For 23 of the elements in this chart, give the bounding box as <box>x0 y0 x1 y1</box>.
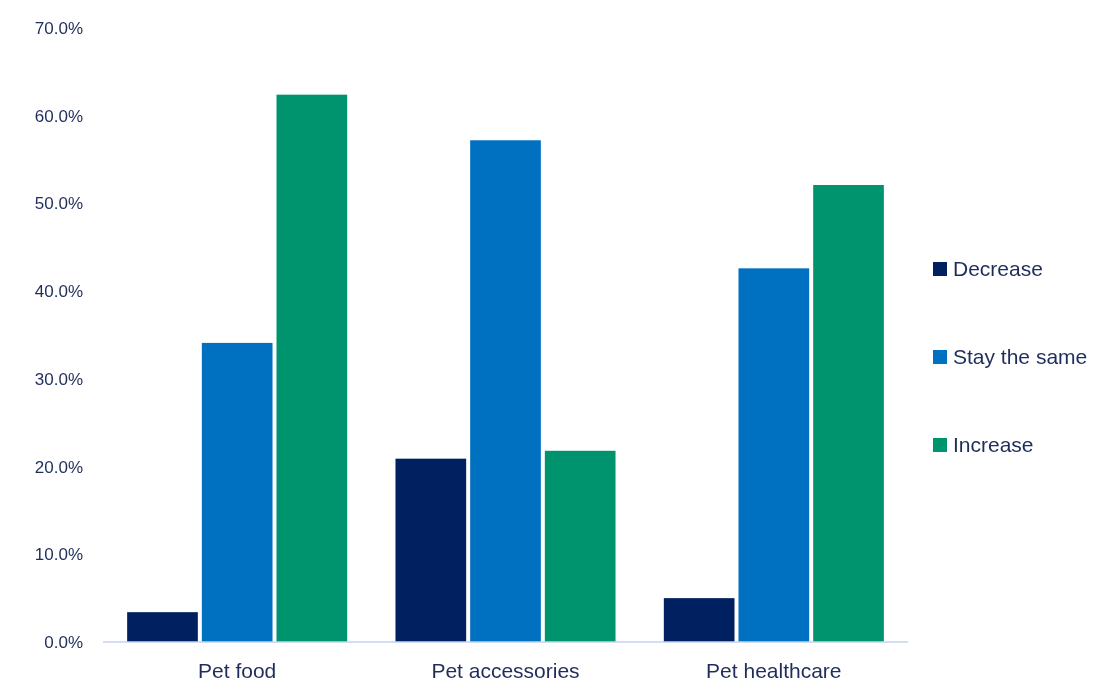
bar <box>201 342 273 642</box>
legend-label: Stay the same <box>953 345 1088 369</box>
x-tick-label: Pet food <box>198 659 277 682</box>
y-tick-label: 0.0% <box>44 632 83 652</box>
bar <box>544 450 616 642</box>
x-tick-label: Pet accessories <box>431 659 580 682</box>
bar <box>276 94 348 642</box>
bar <box>127 612 198 642</box>
bar <box>813 185 884 642</box>
x-tick-label: Pet healthcare <box>706 659 842 682</box>
legend-label: Decrease <box>953 257 1043 281</box>
y-tick-label: 20.0% <box>34 457 83 477</box>
bar <box>663 598 735 642</box>
y-tick-label: 50.0% <box>34 194 83 214</box>
y-tick-label: 30.0% <box>34 369 83 389</box>
bar <box>395 458 467 642</box>
y-tick-label: 60.0% <box>34 106 83 126</box>
bar <box>738 268 810 642</box>
y-tick-label: 40.0% <box>34 282 83 302</box>
y-tick-label: 70.0% <box>34 18 83 38</box>
legend-label: Increase <box>953 433 1034 457</box>
y-tick-label: 10.0% <box>34 545 83 565</box>
bar <box>470 140 541 642</box>
